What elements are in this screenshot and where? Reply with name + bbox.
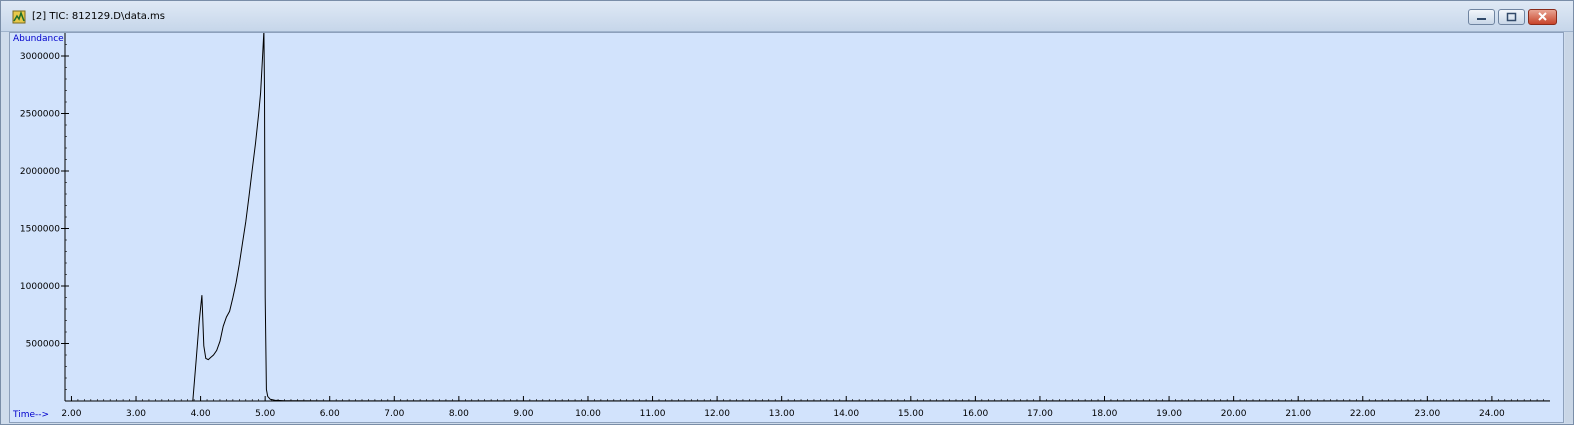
window-title: [2] TIC: 812129.D\data.ms [32,11,166,22]
x-tick-label: 20.00 [1221,409,1247,419]
x-tick-label: 11.00 [640,409,666,419]
x-tick-label: 6.00 [320,409,340,419]
x-tick-label: 14.00 [833,409,859,419]
tic-trace [65,33,1550,402]
x-axis-label: Time--> [13,410,50,420]
x-tick-label: 3.00 [126,409,146,419]
close-icon [1538,12,1547,21]
x-tick-label: 21.00 [1285,409,1311,419]
y-tick-label: 2500000 [20,110,60,120]
minimize-button[interactable] [1468,9,1495,25]
x-tick-label: 8.00 [449,409,469,419]
y-tick-label: 2000000 [20,167,60,177]
chromatogram-app-icon [12,10,26,24]
x-tick-label: 10.00 [575,409,601,419]
x-tick-label: 4.00 [191,409,211,419]
y-tick-label: 1000000 [20,282,60,292]
y-tick-label: 1500000 [20,225,60,235]
maximize-button[interactable] [1498,9,1525,25]
x-tick-label: 22.00 [1350,409,1376,419]
x-tick-label: 15.00 [898,409,924,419]
maximize-icon [1506,12,1517,22]
x-tick-label: 16.00 [962,409,988,419]
x-tick-label: 7.00 [384,409,404,419]
x-tick-label: 5.00 [255,409,275,419]
x-tick-label: 17.00 [1027,409,1053,419]
tic-chart: 2.00 3.00 4.00 5.00 6.00 7.00 8.00 9.00 10.00 11.… [20,33,1550,419]
x-tick-label: 18.00 [1092,409,1118,419]
chromatogram-plot[interactable]: Abundance Time--> 2.00 3.00 4.00 5.00 6.00 7.… [9,32,1564,423]
x-tick-label: 24.00 [1479,409,1505,419]
minimize-icon [1477,18,1486,20]
x-tick-label: 12.00 [704,409,730,419]
x-tick-label: 23.00 [1414,409,1440,419]
title-bar[interactable]: [2] TIC: 812129.D\data.ms [1,1,1573,32]
x-tick-label: 13.00 [769,409,795,419]
scrollbar[interactable] [1565,32,1573,423]
x-tick-label: 9.00 [513,409,533,419]
x-tick-label: 19.00 [1156,409,1182,419]
x-tick-label: 2.00 [61,409,81,419]
y-tick-label: 500000 [26,340,61,350]
y-axis-label: Abundance [13,34,64,44]
close-button[interactable] [1528,9,1557,25]
y-tick-label: 3000000 [20,52,60,62]
